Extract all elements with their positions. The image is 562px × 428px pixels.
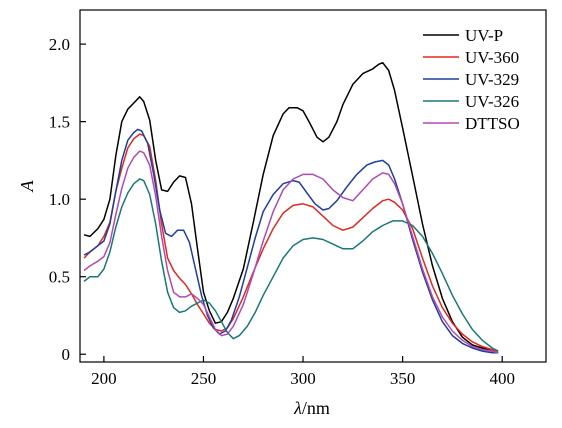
axes bbox=[79, 9, 547, 363]
y-tick-label: 2.0 bbox=[49, 35, 70, 54]
ticks: 200 250 300 350 400 0 0.5 1.0 1.5 2.0 bbox=[49, 35, 515, 388]
series-line-2 bbox=[83, 128, 499, 354]
legend-label: UV-329 bbox=[465, 70, 519, 89]
series-line-3 bbox=[83, 178, 499, 352]
y-tick-label: 0.5 bbox=[49, 268, 70, 287]
x-axis-label: λ/nm bbox=[293, 398, 330, 418]
x-tick-label: 300 bbox=[290, 369, 316, 388]
legend-label: DTTSO bbox=[465, 114, 520, 133]
plot-frame bbox=[79, 9, 547, 363]
plot-lines bbox=[83, 61, 499, 354]
y-axis-label: A bbox=[17, 180, 37, 193]
series-line-0 bbox=[83, 61, 499, 354]
series-line-1 bbox=[83, 133, 499, 352]
x-axis-label-symbol: λ bbox=[293, 398, 302, 418]
y-tick-label: 1.0 bbox=[49, 190, 70, 209]
x-tick-label: 350 bbox=[390, 369, 416, 388]
x-tick-label: 250 bbox=[191, 369, 217, 388]
y-tick-label: 0 bbox=[62, 345, 71, 364]
x-tick-label: 400 bbox=[489, 369, 515, 388]
y-tick-label: 1.5 bbox=[49, 113, 70, 132]
x-tick-label: 200 bbox=[91, 369, 117, 388]
legend-label: UV-326 bbox=[465, 92, 519, 111]
x-axis-label-unit: /nm bbox=[302, 398, 330, 418]
legend: UV-P UV-360 UV-329 UV-326 DTTSO bbox=[423, 26, 520, 133]
legend-label: UV-P bbox=[465, 26, 503, 45]
series-line-4 bbox=[83, 150, 499, 354]
legend-label: UV-360 bbox=[465, 48, 519, 67]
